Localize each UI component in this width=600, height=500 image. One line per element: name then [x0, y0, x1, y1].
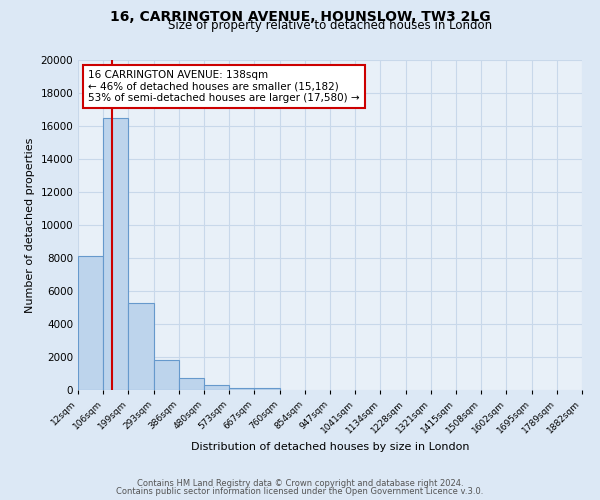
Bar — [128, 302, 154, 390]
Text: 16 CARRINGTON AVENUE: 138sqm
← 46% of detached houses are smaller (15,182)
53% o: 16 CARRINGTON AVENUE: 138sqm ← 46% of de… — [88, 70, 360, 103]
Bar — [204, 385, 229, 390]
Bar — [179, 378, 204, 390]
Title: Size of property relative to detached houses in London: Size of property relative to detached ho… — [168, 20, 492, 32]
Bar — [78, 256, 103, 390]
Bar — [254, 388, 280, 390]
Y-axis label: Number of detached properties: Number of detached properties — [25, 138, 35, 312]
Text: Contains public sector information licensed under the Open Government Licence v.: Contains public sector information licen… — [116, 487, 484, 496]
Bar — [154, 360, 179, 390]
Text: 16, CARRINGTON AVENUE, HOUNSLOW, TW3 2LG: 16, CARRINGTON AVENUE, HOUNSLOW, TW3 2LG — [110, 10, 490, 24]
X-axis label: Distribution of detached houses by size in London: Distribution of detached houses by size … — [191, 442, 469, 452]
Bar — [229, 388, 254, 390]
Text: Contains HM Land Registry data © Crown copyright and database right 2024.: Contains HM Land Registry data © Crown c… — [137, 478, 463, 488]
Bar — [103, 118, 128, 390]
